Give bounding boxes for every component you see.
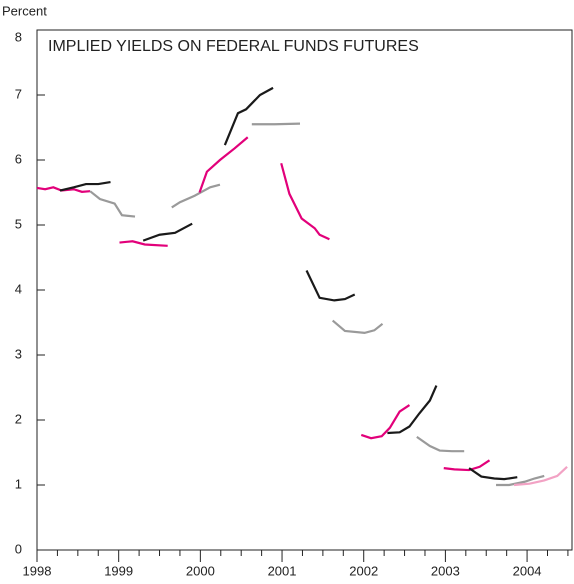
chart-title: IMPLIED YIELDS ON FEDERAL FUNDS FUTURES bbox=[48, 38, 419, 55]
y-tick-label: 7 bbox=[15, 86, 22, 101]
series-line bbox=[331, 319, 384, 335]
y-tick-label: 8 bbox=[15, 29, 22, 44]
x-tick-label: 2004 bbox=[513, 563, 542, 578]
y-tick-label: 6 bbox=[15, 151, 22, 166]
x-tick-label: 2001 bbox=[268, 563, 297, 578]
y-tick-label: 3 bbox=[15, 346, 22, 361]
series-line bbox=[59, 181, 111, 192]
series-line bbox=[89, 190, 136, 218]
series-line bbox=[360, 404, 411, 440]
series-line bbox=[513, 465, 568, 487]
series-line bbox=[198, 136, 249, 193]
plot-frame bbox=[36, 29, 573, 551]
series-line bbox=[496, 474, 545, 487]
y-tick-label: 1 bbox=[15, 476, 22, 491]
x-tick-label: 2003 bbox=[431, 563, 460, 578]
series-line bbox=[416, 435, 465, 453]
series-line bbox=[280, 162, 330, 241]
x-tick-label: 2002 bbox=[349, 563, 378, 578]
series-line bbox=[387, 385, 438, 435]
x-tick-label: 2000 bbox=[186, 563, 215, 578]
series-line bbox=[251, 122, 301, 126]
series-line bbox=[171, 183, 221, 209]
series-line bbox=[305, 270, 356, 302]
series-line bbox=[119, 240, 168, 247]
y-tick-label: 2 bbox=[15, 411, 22, 426]
series-line bbox=[468, 467, 518, 481]
y-tick-label: 0 bbox=[15, 541, 22, 556]
y-axis-label: Percent bbox=[2, 3, 47, 18]
series-line bbox=[142, 222, 193, 242]
x-tick-label: 1999 bbox=[104, 563, 133, 578]
series-line bbox=[223, 86, 274, 146]
x-tick-label: 1998 bbox=[23, 563, 52, 578]
y-tick-label: 4 bbox=[15, 281, 22, 296]
series-line bbox=[443, 459, 491, 472]
y-tick-label: 5 bbox=[15, 216, 22, 231]
